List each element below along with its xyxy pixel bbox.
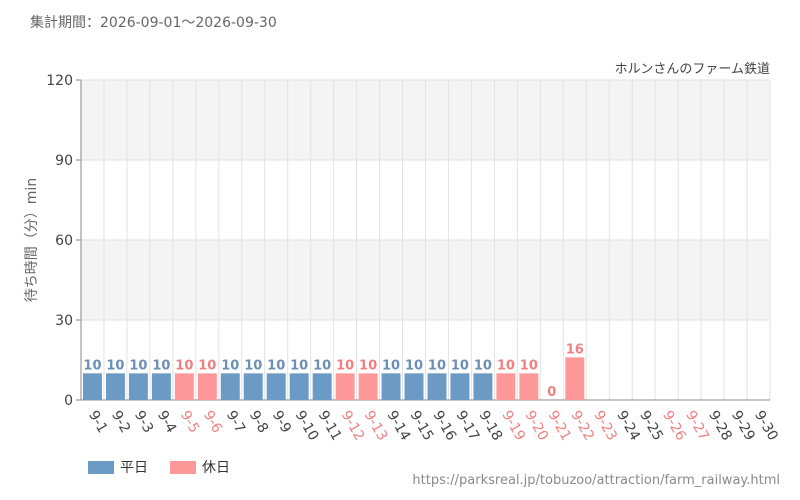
x-tick-label: 9-29 <box>728 408 758 444</box>
bar <box>381 373 401 400</box>
x-tick-label: 9-4 <box>154 408 179 436</box>
data-label: 10 <box>267 358 285 373</box>
data-label: 10 <box>198 358 216 373</box>
x-tick-label: 9-9 <box>269 408 294 436</box>
bar <box>83 373 102 400</box>
data-label: 10 <box>405 358 423 373</box>
legend-item-holiday[interactable]: 休日 <box>170 457 230 477</box>
legend-label-weekday: 平日 <box>120 460 148 476</box>
data-label: 10 <box>244 358 262 373</box>
x-tick-label: 9-18 <box>475 408 505 444</box>
x-tick-label: 9-28 <box>705 408 735 444</box>
x-tick-label: 9-25 <box>636 408 666 444</box>
bar <box>404 373 424 400</box>
data-label: 10 <box>382 358 400 373</box>
data-label: 10 <box>428 358 446 373</box>
x-tick-label: 9-10 <box>292 408 322 444</box>
data-label: 10 <box>474 358 492 373</box>
data-label: 10 <box>83 358 101 373</box>
bar <box>335 373 355 400</box>
bar <box>174 373 194 400</box>
data-label: 10 <box>221 358 239 373</box>
x-tick-label: 9-5 <box>177 408 202 436</box>
bar <box>450 373 470 400</box>
x-tick-label: 9-8 <box>246 408 271 436</box>
source-url: https://parksreal.jp/tobuzoo/attraction/… <box>412 473 780 488</box>
x-tick-label: 9-21 <box>544 408 574 444</box>
x-tick-label: 9-15 <box>407 408 437 444</box>
x-tick-label: 9-24 <box>613 408 643 444</box>
x-tick-label: 9-17 <box>452 408 482 444</box>
x-tick-label: 9-12 <box>338 408 368 444</box>
bar <box>266 373 286 400</box>
bar <box>197 373 217 400</box>
legend-label-holiday: 休日 <box>202 460 230 476</box>
chart-title: ホルンさんのファーム鉄道 <box>614 62 770 77</box>
data-label: 10 <box>336 358 354 373</box>
y-tick-label: 60 <box>55 233 73 249</box>
x-tick-label: 9-13 <box>361 408 391 444</box>
data-label: 10 <box>152 358 170 373</box>
y-tick-label: 30 <box>55 313 73 329</box>
y-axis-label: 待ち時間（分）min <box>24 178 40 302</box>
x-tick-label: 9-26 <box>659 408 689 444</box>
bar <box>151 373 171 400</box>
legend-swatch-weekday <box>88 460 114 474</box>
y-tick-label: 0 <box>64 393 73 409</box>
bar <box>519 373 539 400</box>
bar <box>105 373 125 400</box>
x-tick-label: 9-14 <box>384 408 414 444</box>
chart-legend: 平日 休日 <box>88 457 252 477</box>
data-label: 10 <box>359 358 377 373</box>
x-tick-label: 9-27 <box>682 408 712 444</box>
data-label: 10 <box>520 358 538 373</box>
data-label: 10 <box>290 358 308 373</box>
data-label: 10 <box>497 358 515 373</box>
x-tick-label: 9-22 <box>567 408 597 444</box>
x-tick-label: 9-19 <box>498 408 528 444</box>
y-tick-label: 90 <box>55 153 73 169</box>
data-label: 16 <box>566 342 584 357</box>
data-label: 10 <box>451 358 469 373</box>
data-label: 10 <box>313 358 331 373</box>
bar <box>312 373 332 400</box>
x-tick-label: 9-7 <box>223 408 248 436</box>
bar <box>565 357 585 400</box>
data-label: 10 <box>175 358 193 373</box>
x-tick-label: 9-20 <box>521 408 551 444</box>
y-tick-label: 120 <box>46 73 73 89</box>
x-tick-label: 9-23 <box>590 408 620 444</box>
legend-swatch-holiday <box>170 460 196 474</box>
bar <box>128 373 148 400</box>
period-label: 集計期間：2026-09-01～2026-09-30 <box>30 15 277 31</box>
legend-item-weekday[interactable]: 平日 <box>88 457 148 477</box>
x-tick-label: 9-1 <box>85 408 110 436</box>
bar <box>220 373 240 400</box>
data-label: 10 <box>106 358 124 373</box>
bar <box>358 373 378 400</box>
x-tick-label: 9-2 <box>108 408 133 436</box>
bar <box>243 373 263 400</box>
x-tick-label: 9-3 <box>131 408 156 436</box>
bar <box>473 373 493 400</box>
bar <box>289 373 309 400</box>
x-tick-label: 9-11 <box>315 408 345 444</box>
x-tick-label: 9-30 <box>751 408 781 444</box>
x-tick-label: 9-16 <box>430 408 460 444</box>
x-tick-label: 9-6 <box>200 408 225 436</box>
data-label: 10 <box>129 358 147 373</box>
bar <box>427 373 447 400</box>
bar <box>496 373 516 400</box>
data-label: 0 <box>547 385 556 400</box>
